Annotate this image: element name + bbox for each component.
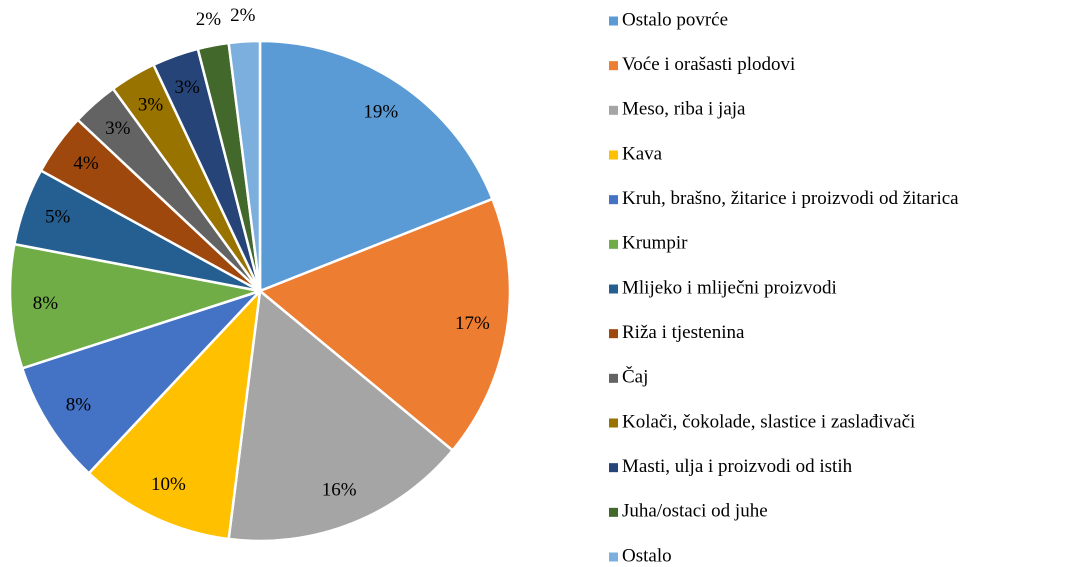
legend-label: Voće i orašasti plodovi	[622, 54, 795, 75]
legend-label: Kava	[622, 143, 663, 164]
legend-label: Čaj	[622, 366, 648, 388]
pie-slice	[227, 39, 262, 292]
pie-slice	[20, 289, 261, 476]
data-label: 5%	[45, 207, 71, 228]
legend-swatch	[609, 239, 618, 249]
data-label: 2%	[230, 5, 256, 26]
pie-slice	[257, 197, 512, 453]
legend-label: Krumpir	[622, 233, 688, 254]
data-label: 4%	[73, 153, 99, 174]
legend-swatch	[609, 150, 618, 160]
data-label: 2%	[196, 9, 222, 30]
pie-slice	[8, 242, 261, 370]
legend-label: Juha/ostaci od juhe	[622, 501, 768, 522]
legend-swatch	[609, 61, 618, 71]
legend-swatch	[609, 507, 618, 517]
legend-label: Masti, ulja i proizvodi od istih	[622, 456, 853, 477]
legend-swatch	[609, 552, 618, 562]
data-label: 3%	[105, 118, 131, 139]
data-label: 17%	[455, 313, 490, 334]
pie-slice	[227, 288, 455, 543]
data-label: 3%	[175, 77, 201, 98]
legend-swatch	[609, 329, 618, 339]
legend-swatch	[609, 463, 618, 473]
legend-label: Mlijeko i mliječni proizvodi	[622, 277, 837, 298]
legend-label: Ostalo	[622, 545, 672, 566]
data-label: 8%	[66, 395, 92, 416]
legend-label: Kolači, čokolade, slastice i zaslađivači	[622, 411, 915, 432]
data-label: 16%	[322, 479, 357, 500]
legend-swatch	[609, 418, 618, 428]
legend-label: Riža i tjestenina	[622, 322, 745, 343]
data-label: 19%	[363, 102, 398, 123]
pie-slice	[87, 287, 262, 541]
legend-swatch	[609, 284, 618, 294]
data-label: 8%	[33, 293, 59, 314]
data-label: 10%	[151, 474, 186, 495]
legend-label: Meso, riba i jaja	[622, 99, 746, 120]
legend-swatch	[609, 195, 618, 205]
legend-swatch	[609, 373, 618, 383]
data-label: 3%	[138, 94, 164, 115]
legend-label: Ostalo povrće	[622, 9, 728, 30]
legend-swatch	[609, 16, 618, 26]
pie-slice	[258, 39, 495, 293]
legend-label: Kruh, brašno, žitarice i proizvodi od ži…	[622, 188, 959, 209]
legend-swatch	[609, 105, 618, 115]
